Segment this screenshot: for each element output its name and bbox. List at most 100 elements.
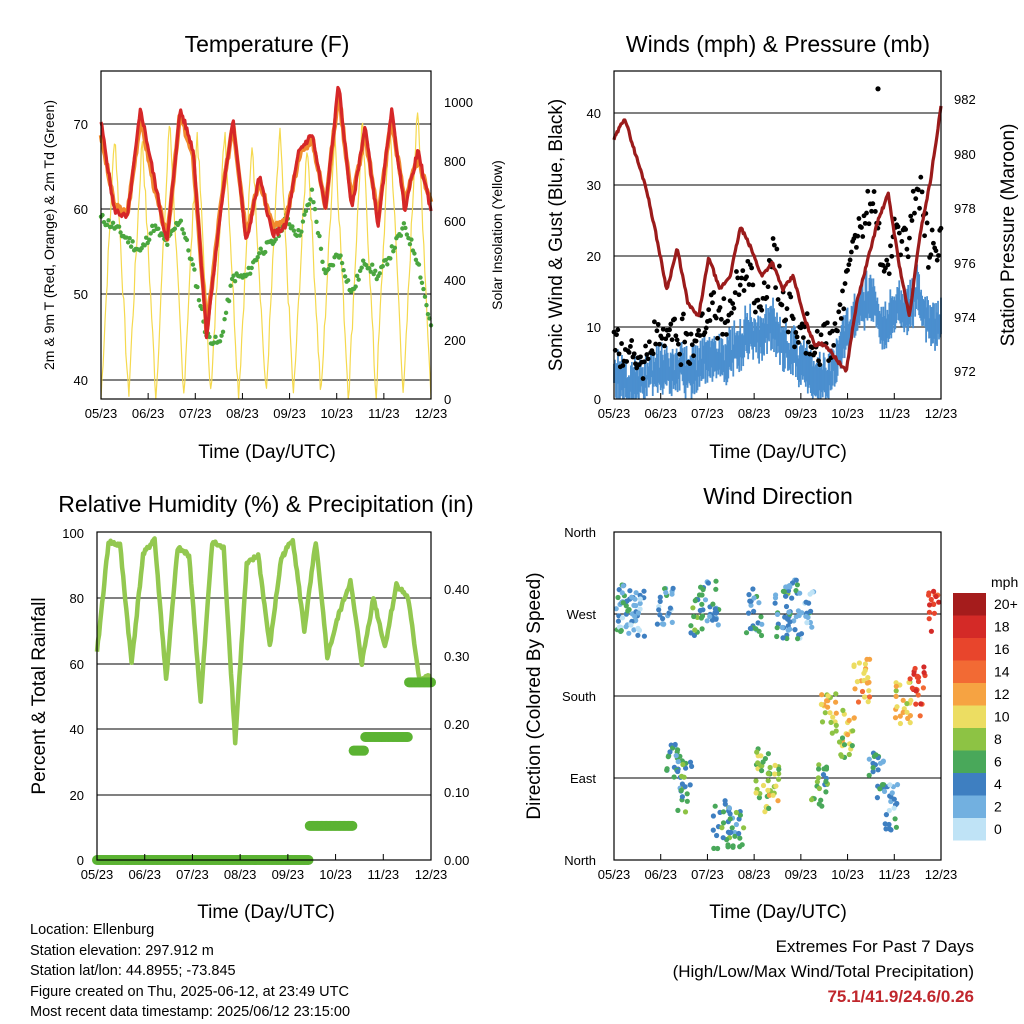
- dewpoint-point: [419, 280, 425, 285]
- gust-point: [745, 258, 751, 264]
- direction-point: [759, 768, 765, 774]
- direction-point: [756, 600, 762, 606]
- dewpoint-point: [385, 262, 390, 267]
- dewpoint-point: [422, 294, 428, 299]
- direction-point: [776, 776, 782, 782]
- x-tick-label: 05/23: [81, 867, 114, 882]
- x-tick-label: 10/23: [319, 867, 352, 882]
- dewpoint-point: [297, 233, 303, 238]
- direction-point: [618, 628, 624, 634]
- gust-point: [644, 352, 650, 357]
- gust-point: [832, 321, 838, 326]
- dewpoint-point: [320, 259, 325, 265]
- gust-point: [817, 362, 823, 368]
- direction-point: [897, 713, 903, 719]
- direction-point: [620, 583, 626, 589]
- direction-point: [670, 585, 676, 592]
- direction-point: [780, 635, 786, 641]
- legend-swatch: [953, 615, 986, 638]
- gust-point: [641, 359, 647, 365]
- dewpoint-point: [368, 269, 373, 274]
- direction-point: [904, 701, 910, 707]
- direction-point: [772, 600, 778, 606]
- dewpoint-point: [311, 199, 316, 205]
- direction-point: [804, 620, 810, 626]
- gust-point: [660, 326, 666, 332]
- gust-point: [854, 244, 859, 250]
- dewpoint-point: [255, 254, 260, 260]
- direction-point: [631, 602, 637, 609]
- direction-point: [762, 809, 768, 815]
- gust-point: [720, 331, 725, 337]
- gust-point: [730, 301, 736, 306]
- direction-point: [815, 775, 822, 781]
- humidity-ytick: 40: [70, 722, 84, 737]
- direction-point: [767, 764, 773, 771]
- gust-point: [779, 302, 785, 308]
- gust-point: [871, 189, 877, 194]
- direction-point: [920, 685, 927, 691]
- gust-point: [715, 335, 720, 341]
- direction-point: [851, 662, 857, 668]
- rh-line: [94, 536, 433, 746]
- direction-point: [921, 664, 927, 670]
- temp-ytick: 70: [74, 117, 88, 132]
- direction-point: [758, 632, 765, 639]
- dewpoint-point: [412, 251, 417, 256]
- dewpoint-point: [219, 333, 224, 338]
- gust-point: [678, 362, 684, 368]
- direction-point: [720, 835, 726, 841]
- direction-point: [905, 715, 911, 722]
- temperature-xlabel: Time (Day/UTC): [198, 442, 336, 463]
- dewpoint-point: [342, 274, 348, 279]
- gust-point: [864, 210, 869, 216]
- direction-point: [775, 798, 781, 804]
- direction-point: [687, 759, 694, 765]
- precip-point: [402, 732, 413, 742]
- legend-label: 12: [994, 686, 1010, 702]
- direction-point: [713, 609, 720, 616]
- dewpoint-point: [156, 226, 161, 231]
- direction-point: [625, 608, 631, 614]
- direction-point: [684, 791, 690, 797]
- direction-point: [692, 598, 698, 604]
- gust-point: [783, 317, 789, 323]
- legend-swatch: [953, 728, 986, 751]
- direction-point: [851, 715, 857, 721]
- wind-direction-scatter: [613, 577, 942, 852]
- gust-point: [919, 189, 925, 195]
- direction-point: [830, 714, 836, 720]
- gust-point: [875, 86, 881, 92]
- direction-point: [866, 688, 872, 694]
- humidity-ytick: 80: [70, 591, 84, 606]
- dewpoint-point: [388, 256, 393, 261]
- direction-point: [681, 774, 687, 780]
- gust-point: [814, 328, 820, 334]
- direction-point: [867, 694, 873, 700]
- direction-point: [700, 607, 706, 613]
- direction-point: [808, 608, 814, 614]
- dewpoint-point: [380, 263, 385, 269]
- x-tick-label: 08/23: [738, 406, 771, 421]
- direction-point: [613, 606, 619, 612]
- dewpoint-point: [326, 266, 331, 272]
- dewpoint-point: [353, 284, 358, 289]
- direction-point: [908, 697, 914, 704]
- direction-point: [886, 807, 892, 814]
- humidity-title: Relative Humidity (%) & Precipitation (i…: [58, 491, 473, 517]
- direction-point: [879, 782, 886, 788]
- legend-label: 18: [994, 619, 1010, 635]
- x-tick-label: 05/23: [85, 406, 118, 421]
- direction-point: [819, 692, 825, 698]
- gust-point: [907, 235, 912, 241]
- dewpoint-point: [232, 279, 238, 284]
- wind-xlabel: Time (Day/UTC): [709, 442, 847, 463]
- gust-point: [687, 361, 693, 367]
- precip-point: [358, 745, 369, 756]
- direction-point: [619, 590, 625, 596]
- precipitation-series: [92, 677, 436, 865]
- dewpoint-point: [172, 226, 178, 231]
- dewpoint-point: [231, 273, 236, 278]
- dewpoint-point: [142, 243, 147, 248]
- direction-point: [917, 713, 923, 719]
